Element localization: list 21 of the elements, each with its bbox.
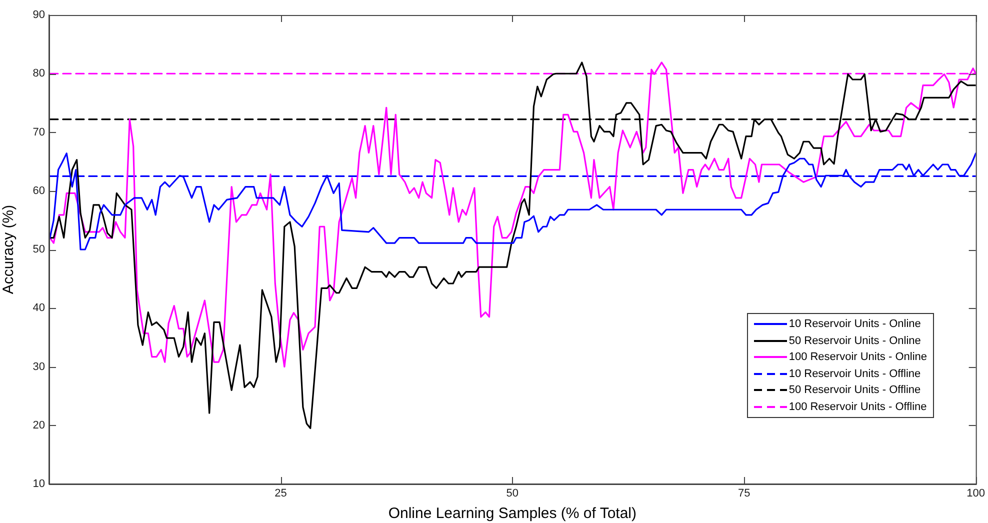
y-tick-label: 70 bbox=[32, 126, 45, 138]
x-tick-label: 50 bbox=[506, 488, 519, 500]
x-tick-label: 75 bbox=[738, 488, 750, 500]
y-tick-label: 60 bbox=[32, 184, 45, 197]
x-tick-label: 25 bbox=[274, 488, 287, 500]
y-tick-label: 30 bbox=[32, 360, 45, 373]
y-tick-label: 10 bbox=[32, 478, 45, 490]
x-tick-label: 100 bbox=[966, 488, 986, 500]
y-tick-label: 50 bbox=[32, 244, 45, 256]
y-tick-label: 90 bbox=[32, 9, 45, 22]
y-axis-title: Accuracy (%) bbox=[0, 204, 18, 294]
legend-label: 100 Reservoir Units - Online bbox=[788, 350, 927, 365]
legend-label: 50 Reservoir Units - Online bbox=[788, 334, 921, 348]
legend-label: 100 Reservoir Units - Offline bbox=[788, 400, 927, 414]
legend-label: 10 Reservoir Units - Offline bbox=[788, 366, 921, 382]
y-tick-label: 40 bbox=[32, 302, 45, 314]
y-tick-label: 80 bbox=[32, 68, 45, 80]
x-axis-title: Online Learning Samples (% of Total) bbox=[388, 505, 637, 522]
legend-label: 50 Reservoir Units - Offline bbox=[788, 383, 921, 398]
y-tick-label: 20 bbox=[32, 419, 45, 432]
legend-label: 10 Reservoir Units - Online bbox=[788, 317, 921, 332]
